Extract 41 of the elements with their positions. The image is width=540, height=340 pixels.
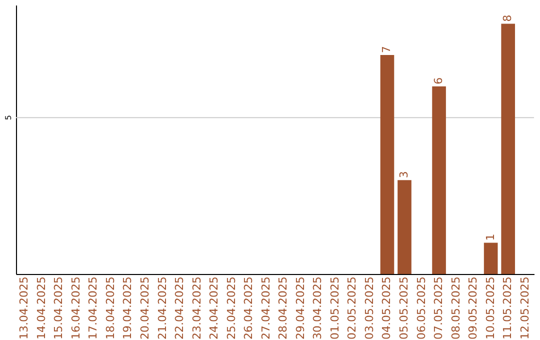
bar [398, 180, 412, 274]
x-tick-label: 07.05.2025 [432, 276, 446, 340]
x-tick-label: 13.04.2025 [18, 276, 31, 340]
x-tick-label: 22.04.2025 [173, 276, 186, 340]
x-tick-label: 15.04.2025 [52, 276, 66, 340]
data-label: 7 [380, 46, 394, 54]
x-tick-label: 06.05.2025 [414, 276, 428, 340]
x-tick-label: 29.04.2025 [294, 276, 307, 340]
x-tick-label: 26.04.2025 [242, 276, 256, 340]
bar [432, 86, 446, 274]
data-label: 3 [398, 171, 410, 178]
x-tick-label: 09.05.2025 [466, 276, 480, 340]
bar [484, 242, 498, 274]
x-tick-label: 02.05.2025 [346, 276, 359, 340]
x-tick-label: 19.04.2025 [121, 276, 134, 340]
x-tick-label: 04.05.2025 [380, 276, 394, 340]
bar [501, 24, 516, 274]
x-tick-label: 01.05.2025 [328, 276, 342, 340]
x-tick-label: 14.04.2025 [34, 276, 48, 340]
bar [380, 55, 394, 274]
data-label: 8 [501, 14, 514, 22]
x-tick-label: 08.05.2025 [449, 276, 462, 340]
x-tick-label: 18.04.2025 [104, 276, 117, 340]
x-tick-label: 30.04.2025 [311, 276, 324, 340]
x-tick-label: 24.04.2025 [208, 276, 221, 340]
x-tick-label: 20.04.2025 [138, 276, 152, 340]
x-tick-label: 03.05.2025 [362, 276, 376, 340]
x-tick-label: 25.04.2025 [224, 276, 238, 340]
x-tick-label: 16.04.2025 [69, 276, 82, 340]
x-tick-label: 12.05.2025 [518, 276, 532, 340]
x-tick-label: 05.05.2025 [398, 276, 410, 340]
x-tick-label: 10.05.2025 [484, 276, 497, 340]
data-label: 6 [432, 77, 446, 84]
data-label: 1 [484, 234, 497, 241]
ref-line-label: 5 [4, 115, 13, 120]
x-tick-label: 23.04.2025 [190, 276, 204, 340]
x-tick-label: 21.04.2025 [156, 276, 169, 340]
x-tick-label: 27.04.2025 [259, 276, 272, 340]
x-tick-label: 11.05.2025 [501, 276, 514, 340]
x-tick-label: 17.04.2025 [86, 276, 100, 340]
x-tick-label: 28.04.2025 [276, 276, 290, 340]
